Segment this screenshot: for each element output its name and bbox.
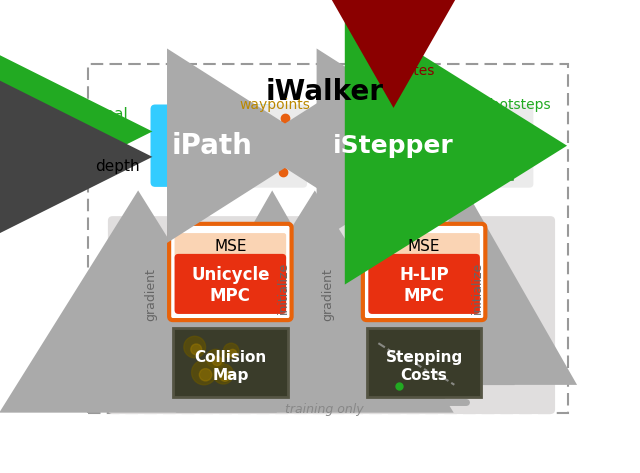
Text: MSE: MSE — [408, 239, 440, 254]
FancyBboxPatch shape — [108, 216, 555, 414]
Circle shape — [206, 350, 225, 368]
FancyBboxPatch shape — [321, 105, 466, 187]
Text: gradient: gradient — [145, 268, 157, 321]
FancyBboxPatch shape — [246, 105, 307, 188]
Text: iStepper: iStepper — [333, 134, 454, 158]
FancyBboxPatch shape — [175, 254, 286, 314]
Text: depth: depth — [95, 159, 140, 175]
Text: Collision
Map: Collision Map — [194, 350, 266, 383]
Circle shape — [229, 350, 237, 357]
Text: initialize: initialize — [277, 262, 290, 314]
Text: initialize: initialize — [470, 262, 484, 314]
Text: training only: training only — [285, 403, 364, 416]
Circle shape — [212, 356, 222, 366]
Text: gradient: gradient — [321, 268, 334, 321]
Text: states: states — [392, 64, 435, 78]
Text: MSE: MSE — [214, 239, 246, 254]
FancyBboxPatch shape — [175, 233, 286, 261]
Text: waypoints: waypoints — [240, 97, 311, 112]
Text: iWalker: iWalker — [265, 79, 383, 106]
Circle shape — [191, 360, 216, 385]
Circle shape — [184, 336, 205, 358]
FancyBboxPatch shape — [368, 254, 480, 314]
Bar — [173, 328, 288, 397]
Circle shape — [191, 344, 202, 355]
Bar — [367, 328, 481, 397]
Text: goal: goal — [95, 107, 128, 122]
Text: iPath: iPath — [172, 131, 253, 160]
Text: H-LIP
MPC: H-LIP MPC — [399, 266, 449, 305]
Circle shape — [220, 371, 230, 381]
Circle shape — [213, 364, 234, 384]
FancyBboxPatch shape — [368, 233, 480, 261]
FancyBboxPatch shape — [363, 224, 485, 320]
Text: Unicycle
MPC: Unicycle MPC — [191, 266, 269, 305]
FancyBboxPatch shape — [169, 224, 292, 320]
FancyBboxPatch shape — [150, 105, 275, 187]
Text: footsteps: footsteps — [486, 97, 551, 112]
Circle shape — [199, 368, 212, 381]
Circle shape — [223, 343, 239, 359]
Text: Stepping
Costs: Stepping Costs — [385, 350, 463, 383]
FancyBboxPatch shape — [472, 105, 533, 188]
